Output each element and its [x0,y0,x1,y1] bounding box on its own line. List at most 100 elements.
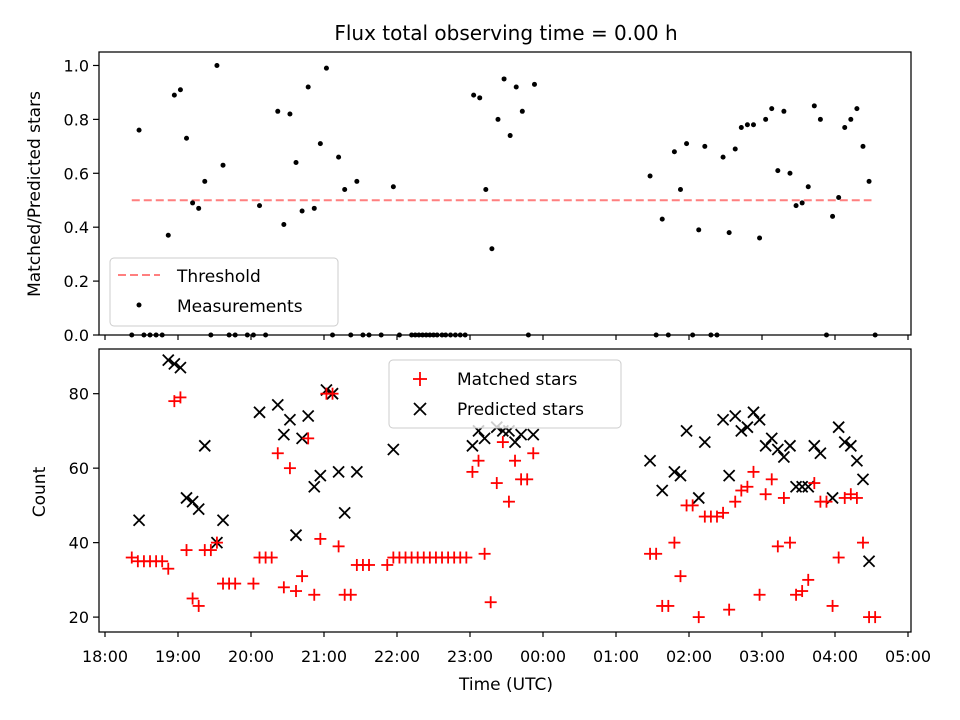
measurement-point [495,116,501,122]
predicted-point [350,465,363,479]
predicted-stroke [508,435,522,449]
predicted-point [643,454,657,467]
matched-point [314,532,327,545]
predicted-stroke [174,361,187,374]
matched-point [869,611,882,624]
predicted-point [753,413,766,426]
matched-point [783,536,796,549]
predicted-stroke [271,398,284,411]
predicted-stroke [350,465,363,479]
measurement-point [696,227,702,233]
predicted-point [277,428,290,441]
matched-point [204,544,217,557]
predicted-point [723,469,736,482]
predicted-point [332,465,345,479]
matched-point [162,562,175,575]
measurement-point [866,178,872,184]
predicted-point [466,439,479,452]
top-legend: Threshold Measurements [109,257,339,327]
predicted-point [729,409,742,423]
x-tick-label: 05:00 [885,647,931,666]
measurement-point [281,221,287,227]
predicted-stroke [162,354,175,367]
predicted-stroke [862,555,876,568]
predicted-point [527,428,540,441]
x-tick-label: 20:00 [228,647,274,666]
predicted-point [783,439,797,452]
matched-point [265,551,278,564]
measurement-point [293,160,299,166]
predicted-point [741,421,754,434]
predicted-point [283,413,297,426]
predicted-stroke [856,473,870,486]
predicted-stroke [168,357,181,371]
matched-point [765,473,778,486]
predicted-stroke [295,432,309,445]
measurement-point [830,213,836,219]
matched-point [747,465,760,478]
predicted-stroke [527,428,540,441]
matched-point [741,480,754,493]
measurement-point [677,186,683,192]
predicted-point [180,491,193,505]
measurement-point [531,81,537,87]
measurement-point [781,108,787,114]
bottom-y-tick-label: 60 [69,459,89,478]
measurement-point [702,143,708,149]
measurement-point [799,200,805,206]
x-axis-label: Time (UTC) [458,675,553,695]
matched-point [753,588,766,601]
predicted-point [314,469,327,482]
matched-point [717,506,730,519]
chart-title: Flux total observing time = 0.00 h [334,21,677,45]
matched-point [674,570,687,583]
matched-point [472,454,485,467]
predicted-stroke [308,480,321,493]
predicted-stroke [283,413,297,426]
top-y-tick-label: 0.8 [64,110,89,129]
predicted-point [856,473,870,486]
predicted-point [716,413,730,426]
matched-point [729,495,742,508]
matched-point [277,581,290,594]
matched-point [650,547,663,560]
legend-matched-swatch [413,372,427,386]
predicted-stroke [514,428,528,441]
predicted-point [698,435,711,449]
predicted-point [838,435,851,449]
predicted-point [295,432,309,445]
measurement-point [489,246,495,252]
predicted-point [814,447,827,460]
top-y-axis-label: Matched/Predicted stars [25,91,45,297]
measurement-point [836,195,842,201]
matched-point [521,473,534,486]
measurement-point [196,205,202,211]
measurement-point [805,184,811,190]
measurement-point [184,135,190,141]
top-y-tick-label: 0.6 [64,164,89,183]
predicted-stroke [314,469,327,482]
predicted-stroke [186,495,199,508]
predicted-point [808,439,821,452]
measurement-point [763,116,769,122]
predicted-point [338,506,351,519]
predicted-point [844,439,857,452]
predicted-point [302,409,315,423]
predicted-stroke [759,439,772,452]
bottom-y-tick-label: 20 [69,608,89,627]
matched-point [478,547,491,560]
legend-matched-label: Matched stars [457,370,577,390]
predicted-stroke [723,469,736,482]
legend-threshold-label: Threshold [176,267,261,287]
matched-point [832,551,845,564]
x-tick-label: 21:00 [301,647,347,666]
x-tick-label: 23:00 [447,647,493,666]
matched-point [283,462,296,475]
x-tick-label: 03:00 [739,647,785,666]
measurement-point [671,149,677,155]
predicted-point [253,406,266,419]
bottom-legend: Matched stars Predicted stars [388,359,622,429]
matched-point [302,432,315,445]
top-data-layer [129,62,878,338]
predicted-point [308,480,321,493]
